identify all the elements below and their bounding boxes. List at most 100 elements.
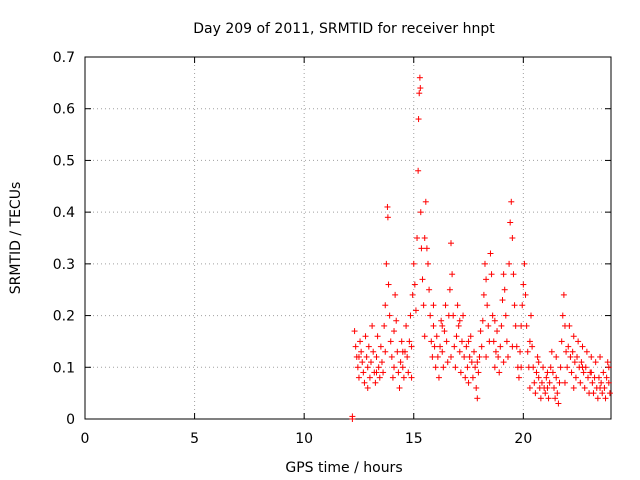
data-point bbox=[465, 379, 472, 386]
data-point bbox=[510, 271, 517, 278]
data-point bbox=[452, 364, 459, 371]
data-point bbox=[398, 338, 405, 345]
data-point bbox=[549, 369, 556, 376]
data-point bbox=[364, 384, 371, 391]
data-point bbox=[508, 198, 515, 205]
data-point bbox=[377, 343, 384, 350]
data-point bbox=[434, 353, 441, 360]
data-point bbox=[403, 322, 410, 329]
data-point bbox=[548, 348, 555, 355]
data-point bbox=[451, 343, 458, 350]
data-point bbox=[520, 281, 527, 288]
data-point bbox=[380, 369, 387, 376]
data-point bbox=[420, 302, 427, 309]
data-point bbox=[384, 203, 391, 210]
data-point bbox=[412, 307, 419, 314]
data-point bbox=[579, 364, 586, 371]
data-point bbox=[450, 312, 457, 319]
data-point bbox=[523, 322, 530, 329]
data-point bbox=[382, 348, 389, 355]
data-point bbox=[570, 333, 577, 340]
data-point bbox=[405, 369, 412, 376]
data-point bbox=[366, 374, 373, 381]
data-point bbox=[481, 260, 488, 267]
data-point bbox=[606, 390, 613, 397]
data-point bbox=[557, 364, 564, 371]
data-point bbox=[359, 359, 366, 366]
data-point bbox=[462, 374, 469, 381]
x-tick-label: 15 bbox=[405, 431, 423, 447]
data-point bbox=[466, 353, 473, 360]
x-axis-label: GPS time / hours bbox=[285, 460, 402, 476]
data-point bbox=[544, 384, 551, 391]
data-point bbox=[561, 379, 568, 386]
data-point bbox=[529, 343, 536, 350]
data-point bbox=[421, 333, 428, 340]
data-point bbox=[589, 379, 596, 386]
data-point bbox=[418, 245, 425, 252]
data-point bbox=[574, 353, 581, 360]
data-point bbox=[360, 369, 367, 376]
data-point bbox=[584, 374, 591, 381]
data-point bbox=[556, 379, 563, 386]
data-point bbox=[456, 348, 463, 355]
data-point bbox=[478, 343, 485, 350]
data-point bbox=[363, 353, 370, 360]
data-point bbox=[537, 395, 544, 402]
data-point bbox=[502, 312, 509, 319]
data-point bbox=[543, 374, 550, 381]
data-point bbox=[369, 322, 376, 329]
data-point bbox=[448, 353, 455, 360]
data-point bbox=[429, 353, 436, 360]
data-point bbox=[382, 302, 389, 309]
data-point bbox=[439, 348, 446, 355]
data-point bbox=[578, 359, 585, 366]
data-point bbox=[411, 281, 418, 288]
data-point bbox=[588, 353, 595, 360]
data-point bbox=[566, 322, 573, 329]
data-point bbox=[517, 348, 524, 355]
data-point bbox=[500, 359, 507, 366]
data-point bbox=[572, 374, 579, 381]
data-point bbox=[479, 317, 486, 324]
data-point bbox=[602, 395, 609, 402]
data-point bbox=[598, 379, 605, 386]
data-point bbox=[495, 353, 502, 360]
data-point bbox=[391, 328, 398, 335]
data-point bbox=[597, 384, 604, 391]
data-point bbox=[397, 359, 404, 366]
data-point bbox=[534, 353, 541, 360]
data-point bbox=[531, 379, 538, 386]
data-point bbox=[503, 338, 510, 345]
data-point bbox=[393, 317, 400, 324]
data-point bbox=[392, 291, 399, 298]
data-point bbox=[383, 260, 390, 267]
data-point bbox=[444, 359, 451, 366]
chart-title: Day 209 of 2011, SRMTID for receiver hnp… bbox=[193, 21, 495, 37]
data-point bbox=[440, 364, 447, 371]
data-point bbox=[385, 281, 392, 288]
data-point bbox=[604, 359, 611, 366]
data-point bbox=[388, 353, 395, 360]
data-point bbox=[374, 333, 381, 340]
data-point bbox=[384, 214, 391, 221]
data-point bbox=[435, 374, 442, 381]
data-point bbox=[484, 302, 491, 309]
data-point bbox=[595, 374, 602, 381]
data-point bbox=[483, 276, 490, 283]
data-point bbox=[519, 302, 526, 309]
data-point bbox=[449, 271, 456, 278]
data-point bbox=[351, 328, 358, 335]
data-point bbox=[375, 364, 382, 371]
data-point bbox=[553, 353, 560, 360]
data-point bbox=[424, 260, 431, 267]
data-point bbox=[605, 364, 612, 371]
data-point bbox=[540, 364, 547, 371]
axis-ticks bbox=[84, 56, 611, 420]
data-point bbox=[373, 369, 380, 376]
data-point bbox=[553, 374, 560, 381]
data-point bbox=[381, 322, 388, 329]
data-point bbox=[524, 348, 531, 355]
data-point bbox=[563, 348, 570, 355]
y-tick-label: 0 bbox=[66, 412, 75, 428]
